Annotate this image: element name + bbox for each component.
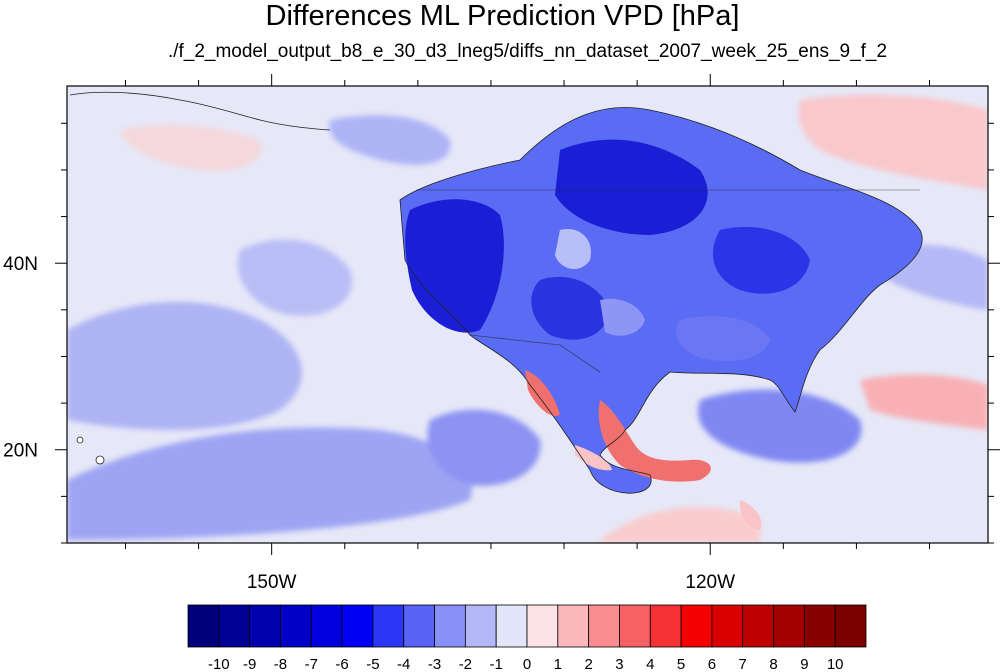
colorbar-boxes xyxy=(187,604,867,648)
lon-tick-label: 120W xyxy=(685,572,735,593)
ocean-region-4 xyxy=(798,94,988,190)
map-frame xyxy=(66,85,989,544)
colorbar-label: -1 xyxy=(490,656,503,672)
land-region-6 xyxy=(555,229,591,270)
colorbar-box-19 xyxy=(773,604,805,648)
land-positive-region-0 xyxy=(525,370,560,416)
colorbar-box-12 xyxy=(557,604,590,648)
colorbar-box-10 xyxy=(495,604,528,648)
colorbar-label: 2 xyxy=(584,656,592,672)
colorbar-label: 1 xyxy=(554,656,562,672)
colorbar-box-14 xyxy=(619,604,651,648)
map-tick-labels: 150W120W90W40N20N xyxy=(3,254,735,593)
colorbar-box-15 xyxy=(649,604,682,648)
lon-tick-label: 150W xyxy=(247,572,297,593)
land-positive-region-2 xyxy=(575,445,612,471)
colorbar-box-6 xyxy=(372,604,405,648)
map-ticks xyxy=(55,74,1000,555)
ocean-region-10 xyxy=(329,115,451,165)
island-hawaii xyxy=(76,436,84,444)
land-region-2 xyxy=(712,226,810,294)
ocean-region-2 xyxy=(237,239,352,316)
ocean-anomaly-layer xyxy=(67,94,988,543)
colorbar-label: 5 xyxy=(677,656,685,672)
land-region-3 xyxy=(531,276,610,340)
coastline-layer xyxy=(69,91,923,494)
coastline-alaska xyxy=(69,91,331,131)
colorbar-label: -7 xyxy=(305,656,318,672)
colorbar-box-13 xyxy=(588,604,620,648)
ocean-region-5 xyxy=(860,374,988,430)
colorbar-label: 9 xyxy=(800,656,808,672)
colorbar-label: 3 xyxy=(615,656,623,672)
colorbar-label: 7 xyxy=(739,656,747,672)
border-us-mexico xyxy=(469,334,601,373)
ocean-region-3 xyxy=(427,409,541,486)
colorbar-label: -2 xyxy=(459,656,472,672)
colorbar-box-7 xyxy=(403,604,435,648)
colorbar-label: -3 xyxy=(428,656,441,672)
lat-tick-label: 40N xyxy=(3,254,38,275)
land-north-america xyxy=(400,107,923,494)
colorbar-box-5 xyxy=(341,604,374,648)
colorbar-box-8 xyxy=(434,604,466,648)
colorbar-box-18 xyxy=(742,604,774,648)
land-region-4 xyxy=(600,298,645,336)
coastline-north-america xyxy=(399,107,923,494)
colorbar-label: -5 xyxy=(366,656,379,672)
colorbar-label: -10 xyxy=(208,656,230,672)
colorbar-label: -4 xyxy=(397,656,410,672)
colorbar-box-1 xyxy=(218,604,251,648)
colorbar-box-21 xyxy=(834,604,867,648)
colorbar-box-3 xyxy=(280,604,312,648)
colorbar-label: -6 xyxy=(335,656,348,672)
colorbar-box-20 xyxy=(803,604,836,648)
colorbar-label: 6 xyxy=(708,656,716,672)
colorbar-label: 4 xyxy=(646,656,654,672)
colorbar-label: -9 xyxy=(243,656,256,672)
colorbar-box-0 xyxy=(187,604,220,648)
colorbar-box-16 xyxy=(680,604,713,648)
colorbar-box-4 xyxy=(310,604,343,648)
colorbar-box-11 xyxy=(526,604,559,648)
colorbar-label: -8 xyxy=(274,656,287,672)
land-positive-region-3 xyxy=(739,500,762,530)
land-region-1 xyxy=(555,139,708,235)
colorbar-box-2 xyxy=(249,604,281,648)
land-region-0 xyxy=(405,199,504,333)
map-field xyxy=(67,86,988,543)
colorbar-box-9 xyxy=(464,604,497,648)
ocean-region-0 xyxy=(67,301,302,430)
ocean-region-9 xyxy=(120,124,262,171)
map-subtitle: ./f_2_model_output_b8_e_30_d3_lneg5/diff… xyxy=(167,41,888,62)
colorbar-labels: -10 -9 -8 -7 -6 -5 -4 -3 -2 -1 0 1 2 3 4 5 6 7 8 9 10 xyxy=(208,656,844,672)
map-title: Differences ML Prediction VPD [hPa] xyxy=(265,0,740,32)
colorbar-label: 0 xyxy=(523,656,531,672)
ocean-region-1 xyxy=(67,427,472,540)
ocean-region-8 xyxy=(698,389,862,463)
colorbar-label: 8 xyxy=(769,656,777,672)
colorbar-label: 10 xyxy=(827,656,844,672)
ocean-region-6 xyxy=(600,506,760,543)
lat-tick-label: 20N xyxy=(3,441,38,462)
land-positive-region-1 xyxy=(598,400,711,482)
island-hawaii-2 xyxy=(95,455,105,465)
land-region-5 xyxy=(676,316,770,361)
colorbar-box-17 xyxy=(711,604,744,648)
land-anomaly-layer xyxy=(400,107,923,530)
